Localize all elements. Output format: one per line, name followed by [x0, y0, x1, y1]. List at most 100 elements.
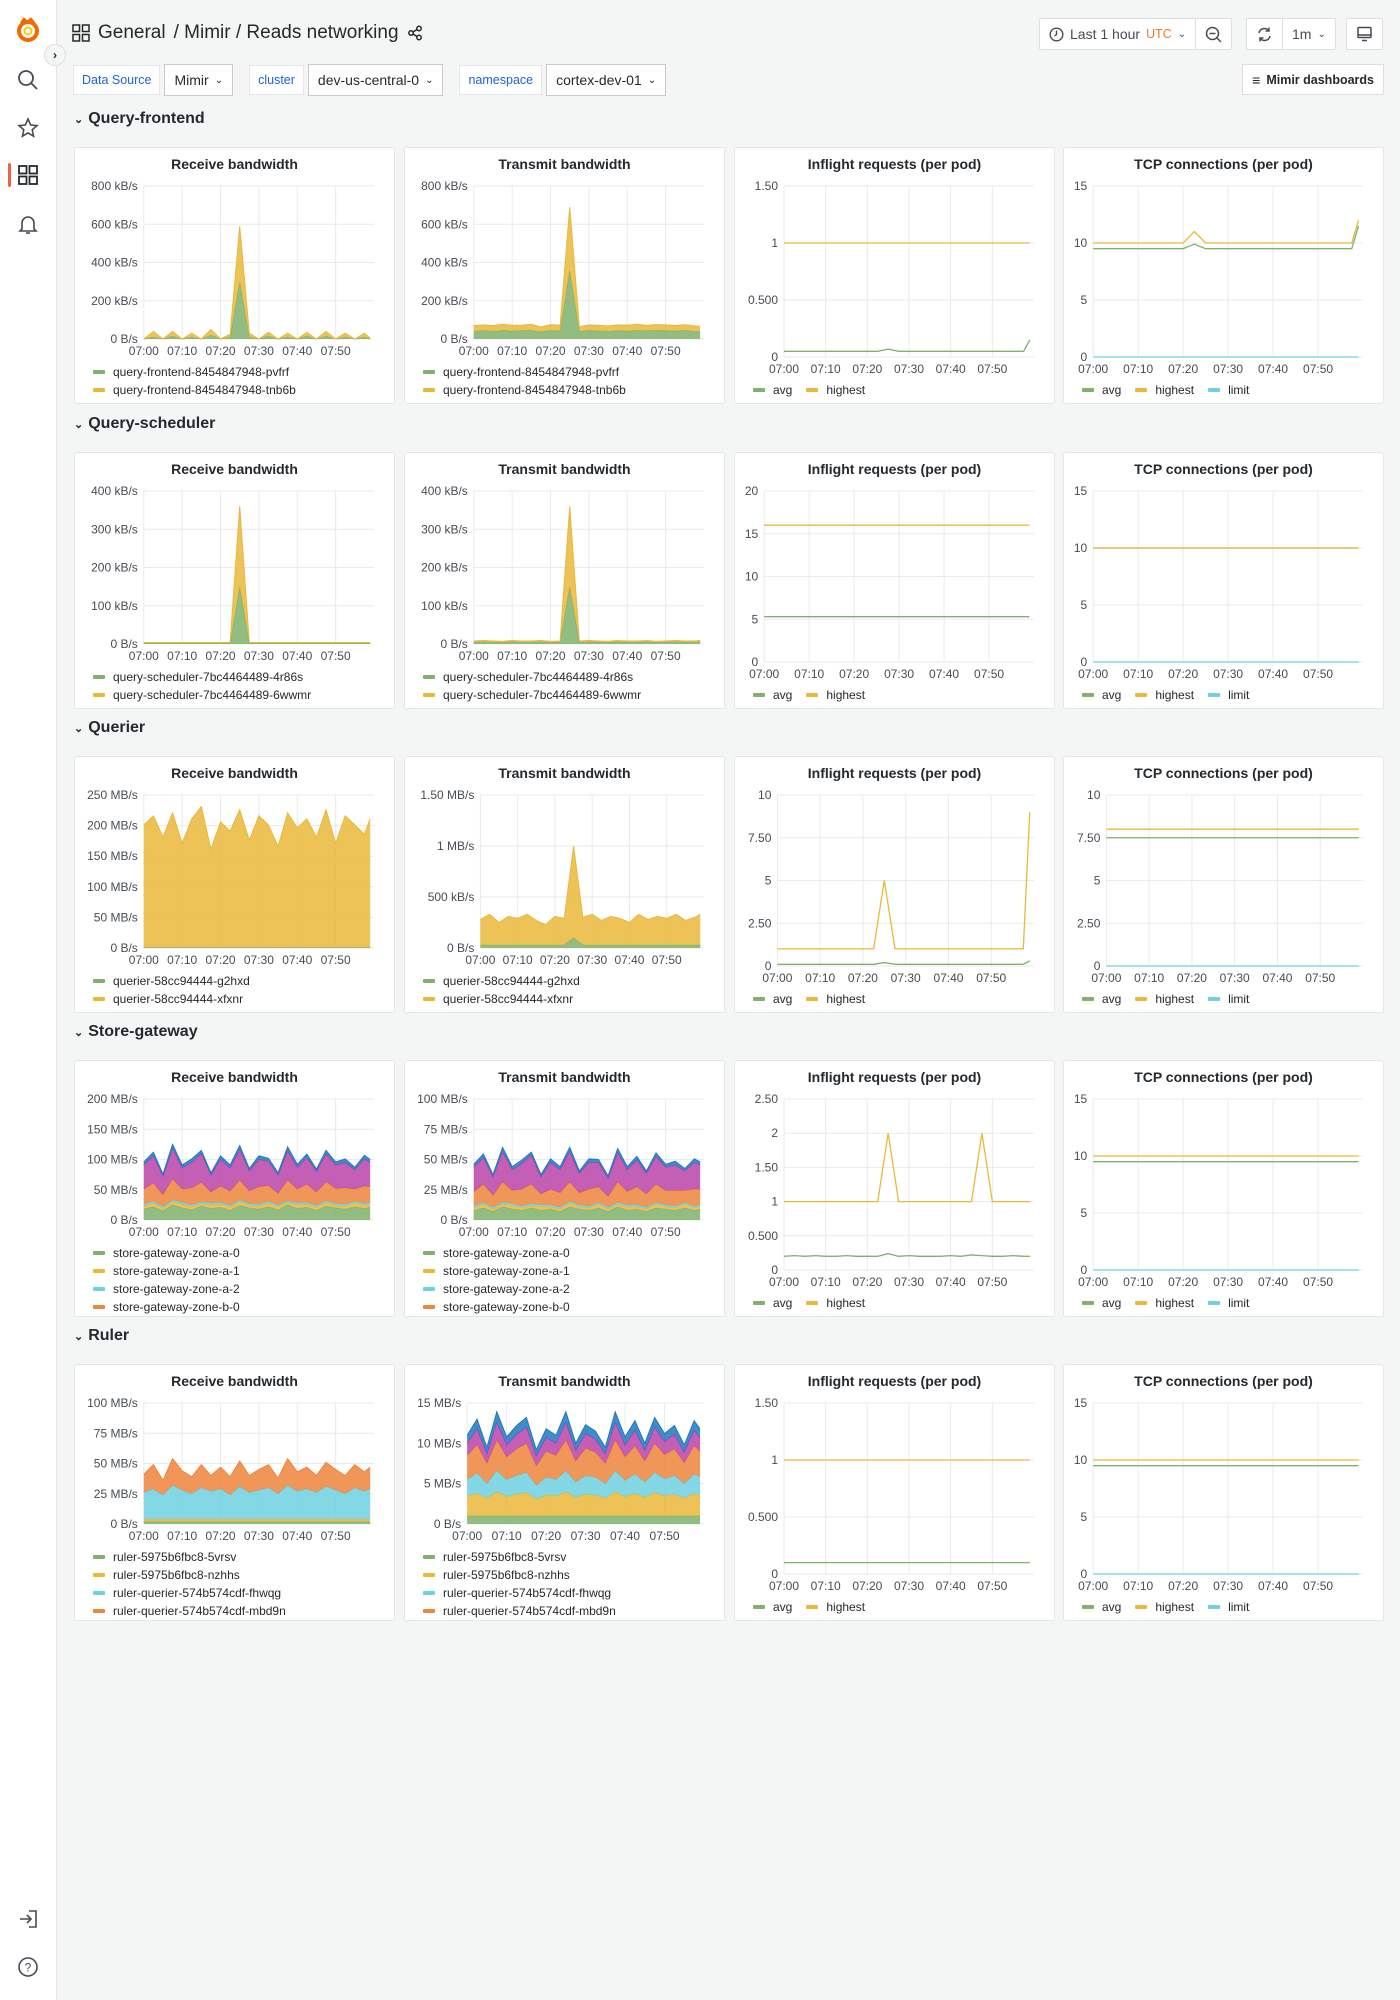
panel-title[interactable]: Inflight requests (per pod): [807, 1373, 982, 1389]
legend-item[interactable]: limit: [1208, 381, 1249, 399]
legend-item[interactable]: avg: [753, 1598, 792, 1616]
legend-item[interactable]: avg: [753, 1294, 792, 1312]
legend-item[interactable]: avg: [753, 381, 792, 399]
legend-item[interactable]: store-gateway-zone-a-0: [423, 1244, 724, 1262]
share-icon[interactable]: [407, 25, 423, 41]
legend-item[interactable]: limit: [1208, 1294, 1249, 1312]
legend-item[interactable]: avg: [753, 990, 792, 1008]
legend-item[interactable]: limit: [1208, 686, 1249, 704]
legend-item[interactable]: query-frontend-8454847948-pvfrf: [423, 363, 724, 381]
legend-item[interactable]: highest: [1135, 990, 1194, 1008]
star-icon[interactable]: [14, 114, 42, 142]
row-header[interactable]: ⌄ Query-frontend: [74, 110, 205, 128]
search-icon[interactable]: [14, 66, 42, 94]
sign-in-icon[interactable]: [14, 1905, 42, 1933]
legend-item[interactable]: highest: [806, 990, 865, 1008]
legend-item[interactable]: highest: [806, 381, 865, 399]
legend-item[interactable]: highest: [1135, 1598, 1194, 1616]
legend-item[interactable]: ruler-querier-574b574cdf-mbd9n: [93, 1602, 394, 1620]
legend-item[interactable]: avg: [1082, 686, 1121, 704]
legend-item[interactable]: store-gateway-zone-a-0: [93, 1244, 394, 1262]
legend-item[interactable]: avg: [753, 686, 792, 704]
legend-item[interactable]: highest: [1135, 1294, 1194, 1312]
refresh-button[interactable]: [1247, 19, 1283, 49]
legend-item[interactable]: query-scheduler-7bc4464489-4r86s: [423, 668, 724, 686]
tv-mode-button[interactable]: [1347, 19, 1382, 49]
legend-item[interactable]: highest: [806, 686, 865, 704]
panel-title[interactable]: Receive bandwidth: [171, 765, 298, 781]
legend-item[interactable]: query-frontend-8454847948-tnb6b: [423, 381, 724, 399]
row-header[interactable]: ⌄ Querier: [74, 719, 145, 737]
row-header[interactable]: ⌄ Query-scheduler: [74, 415, 215, 433]
legend-item[interactable]: querier-58cc94444-g2hxd: [423, 972, 724, 990]
breadcrumb-root[interactable]: General: [98, 22, 166, 43]
help-icon[interactable]: ?: [14, 1953, 42, 1981]
legend-item[interactable]: ruler-5975b6fbc8-nzhhs: [423, 1566, 724, 1584]
legend-item[interactable]: ruler-5975b6fbc8-nzhhs: [93, 1566, 394, 1584]
legend-item[interactable]: query-scheduler-7bc4464489-4r86s: [93, 668, 394, 686]
legend-item[interactable]: querier-58cc94444-g2hxd: [93, 972, 394, 990]
legend-item[interactable]: highest: [806, 1598, 865, 1616]
panel-title[interactable]: Receive bandwidth: [171, 156, 298, 172]
panel-title[interactable]: Transmit bandwidth: [498, 461, 631, 477]
legend-item[interactable]: limit: [1208, 1598, 1249, 1616]
legend-item[interactable]: avg: [1082, 381, 1121, 399]
legend-item[interactable]: query-scheduler-7bc4464489-6wwmr: [423, 686, 724, 704]
panel-title[interactable]: Receive bandwidth: [171, 1373, 298, 1389]
panel-title[interactable]: Transmit bandwidth: [498, 156, 631, 172]
bell-icon[interactable]: [14, 210, 42, 238]
legend-item[interactable]: store-gateway-zone-a-2: [93, 1280, 394, 1298]
row-header[interactable]: ⌄ Store-gateway: [74, 1023, 198, 1041]
legend-item[interactable]: store-gateway-zone-a-2: [423, 1280, 724, 1298]
variable-select[interactable]: Mimir ⌄: [164, 64, 234, 96]
dashboards-icon[interactable]: [14, 161, 42, 189]
panel-title[interactable]: Inflight requests (per pod): [807, 1069, 982, 1085]
panel-title[interactable]: Transmit bandwidth: [498, 1069, 631, 1085]
panel-title[interactable]: Receive bandwidth: [171, 461, 298, 477]
panel-title[interactable]: TCP connections (per pod): [1134, 1069, 1313, 1085]
panel-title[interactable]: TCP connections (per pod): [1134, 1373, 1313, 1389]
panel-title[interactable]: Inflight requests (per pod): [807, 765, 982, 781]
legend-item[interactable]: ruler-querier-574b574cdf-fhwqg: [423, 1584, 724, 1602]
legend-item[interactable]: query-frontend-8454847948-tnb6b: [93, 381, 394, 399]
legend-item[interactable]: ruler-5975b6fbc8-5vrsv: [423, 1548, 724, 1566]
panel-title[interactable]: TCP connections (per pod): [1134, 461, 1313, 477]
legend-label: ruler-querier-574b574cdf-mbd9n: [113, 1604, 286, 1618]
zoom-out-button[interactable]: [1196, 19, 1231, 49]
legend-item[interactable]: highest: [806, 1294, 865, 1312]
legend-item[interactable]: ruler-querier-574b574cdf-mbd9n: [423, 1602, 724, 1620]
legend-item[interactable]: store-gateway-zone-a-1: [423, 1262, 724, 1280]
panel-title[interactable]: Inflight requests (per pod): [807, 156, 982, 172]
row-header[interactable]: ⌄ Ruler: [74, 1327, 129, 1345]
panel-title[interactable]: Transmit bandwidth: [498, 1373, 631, 1389]
variable-select[interactable]: dev-us-central-0 ⌄: [307, 64, 444, 96]
panel-title[interactable]: TCP connections (per pod): [1134, 156, 1313, 172]
panel-title[interactable]: TCP connections (per pod): [1134, 765, 1313, 781]
panel-title[interactable]: Inflight requests (per pod): [807, 461, 982, 477]
legend-item[interactable]: store-gateway-zone-b-0: [423, 1298, 724, 1316]
legend-item[interactable]: highest: [1135, 381, 1194, 399]
legend-item[interactable]: limit: [1208, 990, 1249, 1008]
legend-item[interactable]: avg: [1082, 1598, 1121, 1616]
grafana-logo-icon[interactable]: [14, 16, 42, 44]
legend-item[interactable]: querier-58cc94444-xfxnr: [93, 990, 394, 1008]
legend: store-gateway-zone-a-0 store-gateway-zone…: [405, 1242, 724, 1316]
panel-title[interactable]: Receive bandwidth: [171, 1069, 298, 1085]
legend-item[interactable]: highest: [1135, 686, 1194, 704]
legend-item[interactable]: ruler-5975b6fbc8-5vrsv: [93, 1548, 394, 1566]
refresh-interval-picker[interactable]: 1m ⌄: [1283, 19, 1335, 49]
mimir-dashboards-link[interactable]: ≡ Mimir dashboards: [1242, 64, 1384, 95]
expand-sidebar-button[interactable]: ›: [44, 44, 66, 66]
legend-item[interactable]: store-gateway-zone-a-1: [93, 1262, 394, 1280]
legend-item[interactable]: ruler-querier-574b574cdf-fhwqg: [93, 1584, 394, 1602]
panel-title[interactable]: Transmit bandwidth: [498, 765, 631, 781]
legend-item[interactable]: querier-58cc94444-xfxnr: [423, 990, 724, 1008]
legend-item[interactable]: query-frontend-8454847948-pvfrf: [93, 363, 394, 381]
legend-item[interactable]: avg: [1082, 990, 1121, 1008]
legend-item[interactable]: query-scheduler-7bc4464489-6wwmr: [93, 686, 394, 704]
legend-item[interactable]: avg: [1082, 1294, 1121, 1312]
variable-select[interactable]: cortex-dev-01 ⌄: [546, 64, 667, 96]
legend-item[interactable]: store-gateway-zone-b-0: [93, 1298, 394, 1316]
time-range-picker[interactable]: Last 1 hour UTC ⌄: [1040, 19, 1197, 49]
breadcrumb-path[interactable]: / Mimir / Reads networking: [173, 22, 399, 43]
